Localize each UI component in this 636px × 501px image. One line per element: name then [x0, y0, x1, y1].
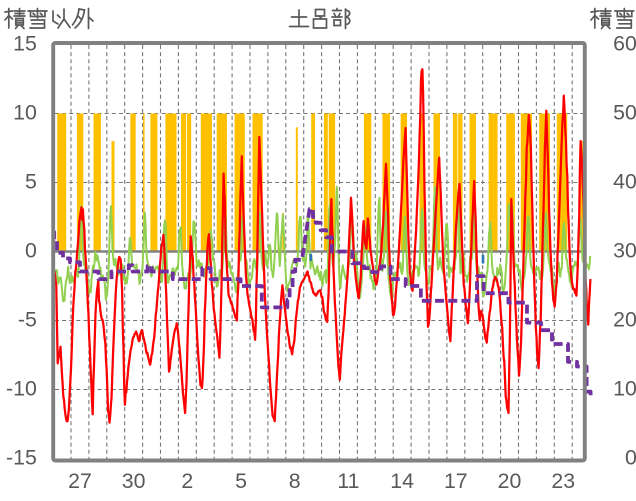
- svg-text:8: 8: [289, 469, 301, 493]
- svg-text:15: 15: [13, 31, 37, 55]
- svg-text:-10: -10: [6, 376, 37, 400]
- svg-text:-5: -5: [18, 307, 37, 331]
- svg-text:20: 20: [613, 307, 636, 331]
- svg-text:5: 5: [25, 169, 37, 193]
- svg-text:11: 11: [337, 469, 359, 493]
- svg-text:30: 30: [122, 469, 146, 493]
- svg-text:0: 0: [25, 238, 37, 262]
- svg-text:17: 17: [444, 469, 468, 493]
- svg-text:0: 0: [625, 445, 636, 469]
- svg-text:2: 2: [181, 469, 193, 493]
- svg-text:5: 5: [235, 469, 247, 493]
- svg-text:10: 10: [13, 100, 37, 124]
- svg-text:14: 14: [390, 469, 414, 493]
- svg-text:60: 60: [613, 31, 636, 55]
- svg-text:40: 40: [613, 169, 636, 193]
- svg-text:10: 10: [613, 376, 636, 400]
- svg-text:23: 23: [551, 469, 575, 493]
- svg-text:27: 27: [68, 469, 92, 493]
- svg-text:50: 50: [613, 100, 636, 124]
- svg-text:30: 30: [613, 238, 636, 262]
- svg-text:-15: -15: [6, 445, 37, 469]
- svg-text:20: 20: [498, 469, 522, 493]
